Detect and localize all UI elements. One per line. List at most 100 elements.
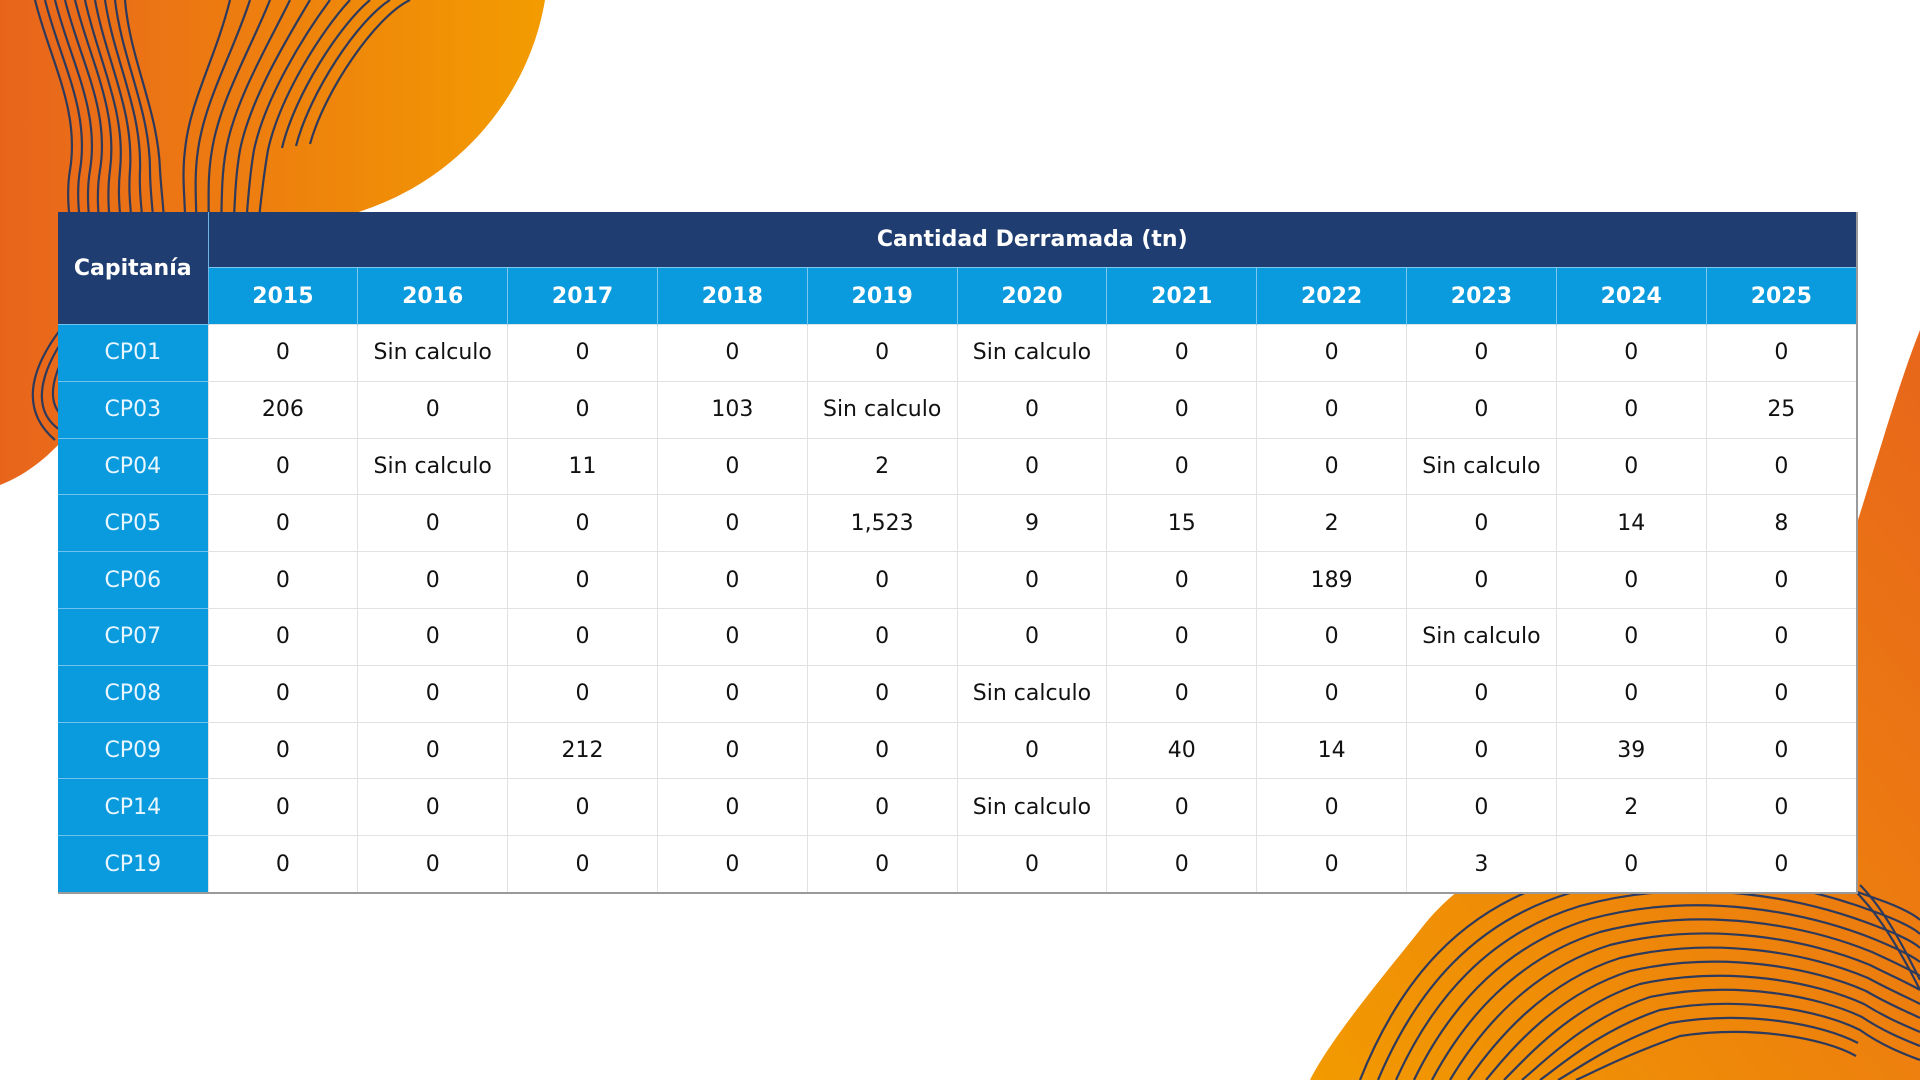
value-cell: 2 bbox=[1256, 494, 1407, 552]
year-header-2016: 2016 bbox=[357, 267, 508, 325]
value-cell: 0 bbox=[1555, 607, 1707, 666]
year-header-2019: 2019 bbox=[806, 267, 958, 325]
value-cell: 0 bbox=[806, 551, 958, 609]
value-cell: 0 bbox=[956, 721, 1107, 779]
value-cell: Sin calculo bbox=[806, 380, 958, 439]
value-cell: 0 bbox=[956, 551, 1107, 609]
value-cell: 0 bbox=[207, 551, 358, 609]
value-cell: 0 bbox=[1705, 551, 1856, 609]
value-cell: 0 bbox=[806, 664, 958, 723]
value-cell: 103 bbox=[656, 380, 808, 439]
value-cell: Sin calculo bbox=[1406, 437, 1557, 495]
year-header-2022: 2022 bbox=[1256, 267, 1407, 325]
year-header-2021: 2021 bbox=[1106, 267, 1257, 325]
value-cell: 0 bbox=[357, 835, 508, 892]
capitania-cell: CP01 bbox=[58, 324, 208, 382]
value-cell: 0 bbox=[1256, 607, 1407, 666]
value-cell: 0 bbox=[507, 324, 658, 382]
table-row: CP19 0 0 0 0 0 0 0 0 3 0 0 bbox=[58, 835, 1856, 892]
year-header-row: 2015 2016 2017 2018 2019 2020 2021 2022 2023 2024… bbox=[58, 267, 1856, 325]
value-cell: 8 bbox=[1705, 494, 1856, 552]
capitania-cell: CP04 bbox=[58, 437, 208, 495]
value-cell: 0 bbox=[1106, 607, 1257, 666]
value-cell: 0 bbox=[1106, 551, 1257, 609]
table-row: CP07 0 0 0 0 0 0 0 0 Sin calculo 0 0 bbox=[58, 607, 1856, 666]
value-cell: 0 bbox=[656, 551, 808, 609]
value-cell: 0 bbox=[357, 380, 508, 439]
value-cell: 14 bbox=[1256, 721, 1407, 779]
value-cell: 0 bbox=[806, 835, 958, 892]
value-cell: 0 bbox=[1406, 664, 1557, 723]
value-cell: 0 bbox=[1106, 778, 1257, 836]
table-row: CP09 0 0 212 0 0 0 40 14 0 39 0 bbox=[58, 721, 1856, 779]
year-header-2020: 2020 bbox=[956, 267, 1107, 325]
table-row: CP01 0 Sin calculo 0 0 0 Sin calculo 0 0 0 0 0 bbox=[58, 324, 1856, 382]
value-cell: 0 bbox=[1705, 835, 1856, 892]
value-cell: 0 bbox=[207, 721, 358, 779]
value-cell: 0 bbox=[656, 494, 808, 552]
value-cell: Sin calculo bbox=[956, 664, 1107, 723]
value-cell: 0 bbox=[357, 721, 508, 779]
capitania-cell: CP06 bbox=[58, 551, 208, 609]
year-header-2025: 2025 bbox=[1705, 267, 1856, 325]
value-cell: 3 bbox=[1406, 835, 1557, 892]
value-cell: Sin calculo bbox=[956, 778, 1107, 836]
table-row: CP06 0 0 0 0 0 0 0 189 0 0 0 bbox=[58, 551, 1856, 609]
value-cell: 15 bbox=[1106, 494, 1257, 552]
capitania-cell: CP08 bbox=[58, 664, 208, 723]
value-cell: 0 bbox=[507, 551, 658, 609]
value-cell: 25 bbox=[1705, 380, 1856, 439]
value-cell: 0 bbox=[207, 437, 358, 495]
value-cell: 206 bbox=[207, 380, 358, 439]
value-cell: 0 bbox=[1555, 380, 1707, 439]
value-cell: 0 bbox=[956, 835, 1107, 892]
value-cell: 0 bbox=[806, 778, 958, 836]
value-cell: 0 bbox=[207, 664, 358, 723]
value-cell: 0 bbox=[656, 437, 808, 495]
value-cell: 0 bbox=[1256, 835, 1407, 892]
value-cell: Sin calculo bbox=[956, 324, 1107, 382]
value-cell: 0 bbox=[806, 607, 958, 666]
value-cell: 0 bbox=[1705, 664, 1856, 723]
value-cell: 0 bbox=[207, 835, 358, 892]
value-cell: 0 bbox=[1555, 437, 1707, 495]
value-cell: 0 bbox=[656, 835, 808, 892]
value-cell: 0 bbox=[1705, 437, 1856, 495]
value-cell: 0 bbox=[1106, 437, 1257, 495]
value-cell: 39 bbox=[1555, 721, 1707, 779]
table-row: CP14 0 0 0 0 0 Sin calculo 0 0 0 2 0 bbox=[58, 778, 1856, 836]
value-cell: Sin calculo bbox=[357, 324, 508, 382]
capitania-cell: CP03 bbox=[58, 380, 208, 439]
capitania-cell: CP19 bbox=[58, 835, 208, 892]
value-cell: 0 bbox=[507, 835, 658, 892]
year-header-2023: 2023 bbox=[1406, 267, 1557, 325]
table-row: CP04 0 Sin calculo 11 0 2 0 0 0 Sin calculo 0 0 bbox=[58, 437, 1856, 495]
value-cell: 0 bbox=[1106, 664, 1257, 723]
table-row: CP05 0 0 0 0 1,523 9 15 2 0 14 8 bbox=[58, 494, 1856, 552]
value-cell: 212 bbox=[507, 721, 658, 779]
year-header-2024: 2024 bbox=[1555, 267, 1707, 325]
value-cell: 0 bbox=[507, 494, 658, 552]
value-cell: 0 bbox=[1406, 551, 1557, 609]
value-cell: 0 bbox=[507, 380, 658, 439]
value-cell: 0 bbox=[1406, 778, 1557, 836]
value-cell: 0 bbox=[357, 664, 508, 723]
value-cell: 0 bbox=[1406, 494, 1557, 552]
value-cell: 11 bbox=[507, 437, 658, 495]
value-cell: 0 bbox=[1256, 778, 1407, 836]
capitania-cell: CP05 bbox=[58, 494, 208, 552]
value-cell: 0 bbox=[956, 437, 1107, 495]
year-header-2015: 2015 bbox=[207, 267, 358, 325]
value-cell: 0 bbox=[956, 607, 1107, 666]
value-cell: 0 bbox=[207, 607, 358, 666]
value-cell: 0 bbox=[1106, 380, 1257, 439]
value-cell: 189 bbox=[1256, 551, 1407, 609]
capitania-cell: CP07 bbox=[58, 607, 208, 666]
value-cell: 0 bbox=[207, 494, 358, 552]
value-cell: 0 bbox=[656, 607, 808, 666]
value-cell: 0 bbox=[806, 324, 958, 382]
value-cell: 0 bbox=[1555, 835, 1707, 892]
value-cell: 0 bbox=[1256, 664, 1407, 723]
year-header-2018: 2018 bbox=[656, 267, 808, 325]
spill-quantity-table: Capitanía Cantidad Derramada (tn) 2015 20… bbox=[58, 212, 1858, 894]
